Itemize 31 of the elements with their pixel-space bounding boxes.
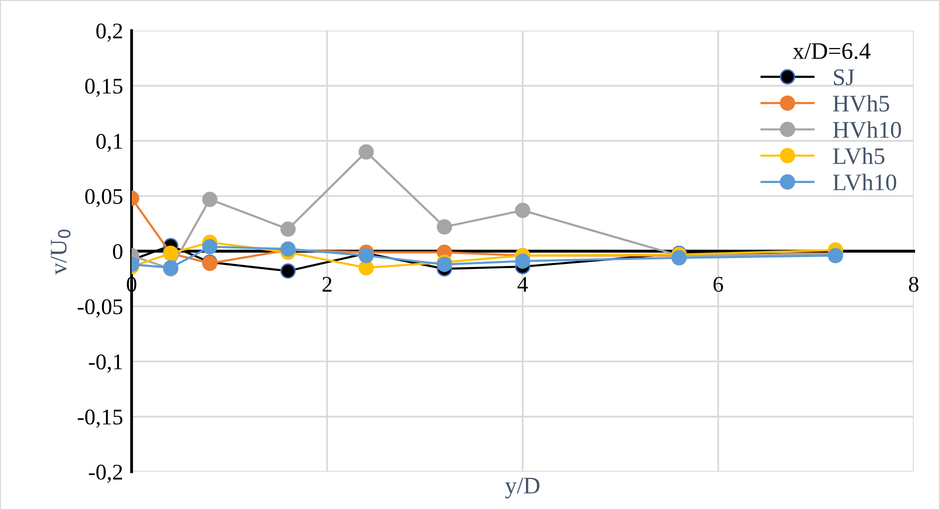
legend-label: LVh5 (833, 148, 884, 164)
point (358, 144, 374, 160)
legend-label: HVh10 (833, 121, 901, 138)
x-axis-title: y/D (505, 478, 540, 498)
point (280, 263, 296, 279)
y-tick-label: 0,05 (85, 188, 122, 208)
y-tick-label: 0,1 (96, 134, 122, 152)
point (515, 253, 530, 269)
y-axis-title: v/U$_{0}$ (50, 230, 70, 275)
y-tick-label: 0,15 (85, 78, 122, 97)
point (202, 192, 218, 207)
point (515, 202, 530, 218)
y-tick-label: 0,2 (96, 24, 122, 42)
y-tick-label: -0,05 (78, 299, 122, 318)
x-tick-label: 6 (714, 276, 724, 292)
point (671, 250, 687, 266)
point (202, 239, 218, 254)
y-tick-label: -0,15 (78, 410, 122, 428)
point (358, 260, 374, 276)
x-tick-label: 2 (322, 276, 332, 292)
point (436, 219, 452, 235)
x-tick-label: 4 (518, 276, 528, 292)
x-tick-label: 8 (908, 276, 918, 292)
point (280, 221, 296, 237)
y-tick-label: -0,1 (88, 354, 122, 373)
legend-title: x/D=6.4 (792, 43, 870, 60)
legend-label: HVh5 (833, 94, 890, 112)
y-tick-label: 0 (113, 244, 122, 260)
y-tick-label: -0,2 (88, 464, 122, 483)
legend-label: SJ (834, 69, 854, 86)
legend-label: LVh10 (833, 174, 896, 191)
